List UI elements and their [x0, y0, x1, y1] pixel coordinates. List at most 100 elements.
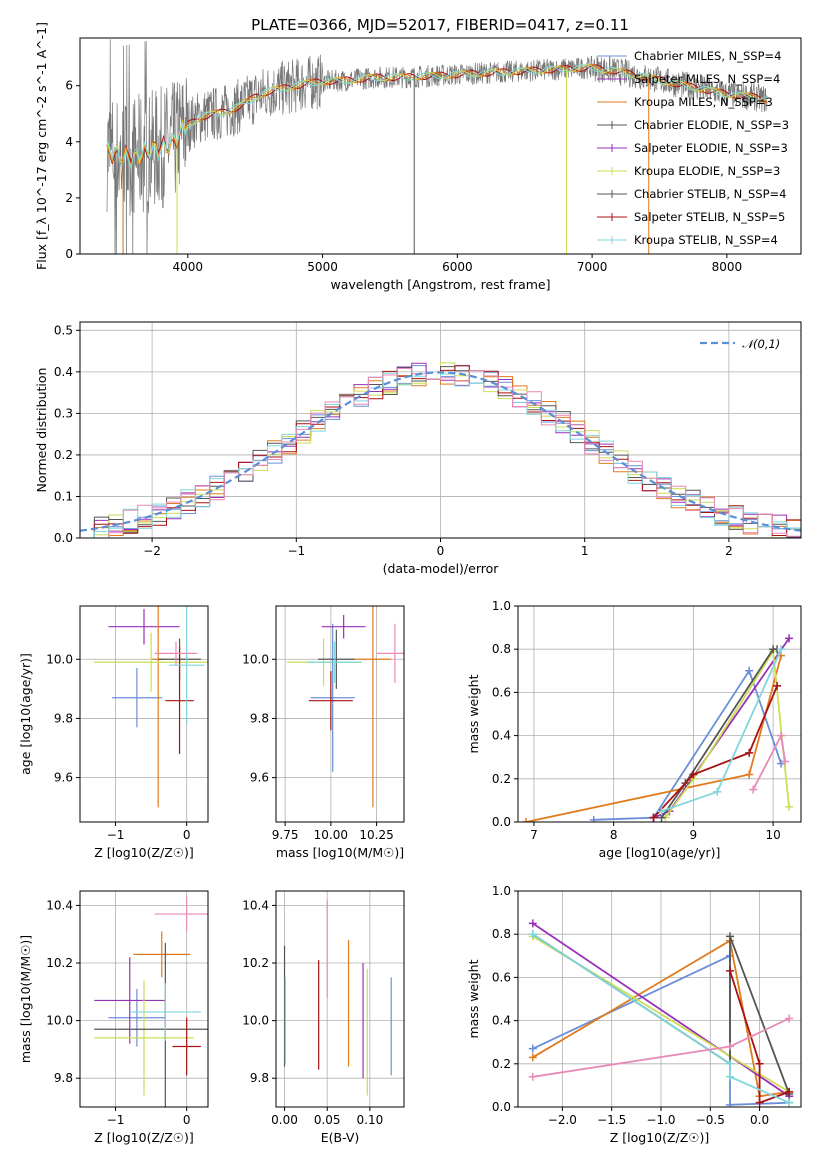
- weight-point-marker: [726, 1072, 735, 1081]
- weight-point-marker: [785, 1014, 794, 1023]
- y-tick-label: 1.0: [492, 884, 511, 898]
- weight-point-marker: [755, 1098, 764, 1107]
- weight-point-marker: [528, 1053, 537, 1062]
- y-tick-label: 10.2: [46, 956, 73, 970]
- errorbar-point: [154, 896, 208, 932]
- panel-EBV-mass: 0.00 0.05 0.10 9.8 10.0 10.2 10.4 E(B-V): [242, 890, 405, 1145]
- y-axis-label: age [log10(age/yr)]: [18, 653, 33, 775]
- weight-series: [657, 645, 782, 822]
- y-tick-label: 10.0: [242, 1014, 269, 1028]
- weight-point-marker: [726, 1042, 735, 1051]
- y-tick-label: 0.5: [54, 323, 73, 337]
- x-tick-label: −1.5: [597, 1113, 626, 1127]
- y-tick-label: 10.4: [242, 898, 269, 912]
- errorbar-point: [310, 623, 355, 772]
- spectrum-data-line: [106, 39, 768, 254]
- errorbar-point: [94, 980, 194, 1096]
- weight-point-marker: [657, 807, 666, 816]
- spectrum-model-line: [106, 63, 768, 168]
- y-tick-label: 10.0: [242, 652, 269, 666]
- y-axis-label: Normed distribution: [34, 368, 49, 493]
- errorbar-point: [133, 931, 191, 978]
- x-axis-label: Z [log10(Z/Z☉)]: [94, 1130, 194, 1145]
- x-tick-label: −2.0: [548, 1113, 577, 1127]
- weight-point-marker: [528, 919, 537, 928]
- plot-area-spectrum: [106, 39, 768, 254]
- y-axis-label: mass [log10(M/M☉)]: [18, 935, 33, 1063]
- errorbar-point: [112, 668, 162, 728]
- panel-residuals: −2 −1 0 1 2 0.0 0.1 0.2 0.3 0.4 0.5 (data-model)/er…: [34, 321, 802, 576]
- figure-title: PLATE=0366, MJD=52017, FIBERID=0417, z=0…: [251, 16, 629, 34]
- plot-area-Z-age: [94, 606, 208, 808]
- errorbar-point: [308, 671, 353, 731]
- weight-point-marker: [777, 731, 786, 740]
- x-tick-label: 0: [183, 1113, 191, 1127]
- plot-area-age-weight: [521, 634, 794, 822]
- y-tick-label: 9.8: [54, 711, 73, 725]
- x-tick-label: −1: [287, 544, 305, 558]
- y-tick-label: 0.2: [492, 1057, 511, 1071]
- legend-label: Chabrier ELODIE, N_SSP=3: [634, 118, 789, 132]
- x-tick-label: 8: [610, 828, 618, 842]
- y-tick-label: 0.0: [492, 815, 511, 829]
- weight-series-line: [661, 648, 782, 813]
- x-axis-label: Z [log10(Z/Z☉)]: [610, 1130, 710, 1145]
- y-axis-label: Flux [f_λ 10^-17 erg cm^-2 s^-1 A^-1]: [34, 22, 49, 270]
- x-tick-label: 0: [437, 544, 445, 558]
- weight-point-marker: [528, 930, 537, 939]
- weight-point-marker: [726, 1059, 735, 1068]
- weight-series: [528, 1014, 794, 1081]
- spectrum-model-line: [106, 64, 768, 169]
- panel-Z-mass: −1 0 9.8 10.0 10.2 10.4 Z [log10(Z/Z☉)] mass [l…: [18, 890, 209, 1145]
- weight-point-marker: [726, 1100, 735, 1107]
- x-tick-label: 7: [530, 828, 538, 842]
- x-tick-label: 7000: [577, 260, 608, 274]
- y-tick-label: 9.6: [54, 771, 73, 785]
- y-tick-label: 0.6: [492, 685, 511, 699]
- grid-EBV-mass: [276, 891, 404, 1107]
- weight-point-marker: [785, 634, 794, 643]
- errorbar-point: [354, 606, 392, 808]
- legend-label: Salpeter STELIB, N_SSP=5: [634, 210, 785, 224]
- weight-point-marker: [749, 785, 758, 794]
- panel-spectrum: 4000 5000 6000 7000 8000 0 2 4 6 wavelength [Angs…: [34, 22, 802, 292]
- legend-label: 𝒩(0,1): [742, 337, 780, 351]
- errorbar-point: [108, 988, 166, 1047]
- panel-Z-weight: −2.0 −1.5 −1.0 −0.5 0.0 0.0 0.2 0.4 0.6 0.8 1.0 Z […: [466, 884, 802, 1145]
- x-tick-label: −1: [107, 828, 125, 842]
- weight-series: [749, 731, 790, 794]
- spectrum-legend: Chabrier MILES, N_SSP=4 Salpeter MILES, N…: [597, 49, 789, 247]
- plot-area-residuals: [80, 362, 801, 538]
- y-tick-label: 0.2: [54, 448, 73, 462]
- y-tick-label: 10.2: [242, 956, 269, 970]
- weight-series: [657, 645, 786, 816]
- x-tick-label: −2: [143, 544, 161, 558]
- x-tick-label: 9: [690, 828, 698, 842]
- y-tick-label: 9.8: [250, 1071, 269, 1085]
- y-axis-label: mass weight: [466, 959, 481, 1038]
- y-tick-label: 0.6: [492, 970, 511, 984]
- weight-point-marker: [781, 757, 790, 766]
- errorbar-point: [376, 623, 404, 683]
- axes-frame-spectrum: [79, 37, 802, 255]
- weight-point-marker: [726, 966, 735, 975]
- errorbar-point: [318, 629, 355, 689]
- axes-frame-Z-mass: [79, 890, 209, 1108]
- legend-label: Salpeter MILES, N_SSP=4: [634, 72, 780, 86]
- x-tick-label: −1: [107, 1113, 125, 1127]
- y-tick-label: 0.4: [492, 1014, 511, 1028]
- residual-legend: 𝒩(0,1): [700, 337, 780, 351]
- legend-label: Chabrier STELIB, N_SSP=4: [634, 187, 786, 201]
- weight-series: [589, 666, 786, 822]
- x-tick-label: 0: [183, 828, 191, 842]
- legend-label: Kroupa ELODIE, N_SSP=3: [634, 164, 780, 178]
- plot-area-mass-age: [286, 606, 404, 808]
- errorbar-point: [129, 983, 201, 1041]
- y-tick-label: 10.0: [46, 1014, 73, 1028]
- y-tick-label: 0.4: [492, 729, 511, 743]
- x-axis-label: Z [log10(Z/Z☉)]: [94, 845, 194, 860]
- y-tick-label: 0.0: [54, 531, 73, 545]
- weight-point-marker: [773, 681, 782, 690]
- x-tick-label: 0.0: [750, 1113, 769, 1127]
